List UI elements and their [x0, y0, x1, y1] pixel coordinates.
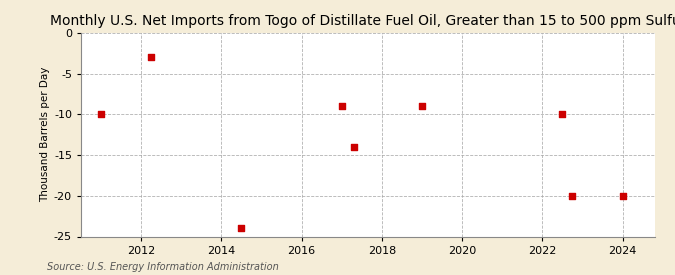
Text: Source: U.S. Energy Information Administration: Source: U.S. Energy Information Administ… [47, 262, 279, 272]
Point [617, 194, 628, 198]
Point [567, 194, 578, 198]
Point [96, 112, 107, 117]
Point [336, 104, 347, 108]
Title: Monthly U.S. Net Imports from Togo of Distillate Fuel Oil, Greater than 15 to 50: Monthly U.S. Net Imports from Togo of Di… [50, 14, 675, 28]
Y-axis label: Thousand Barrels per Day: Thousand Barrels per Day [40, 67, 50, 202]
Point [348, 145, 359, 149]
Point [416, 104, 427, 108]
Point [236, 226, 247, 230]
Point [557, 112, 568, 117]
Point [146, 55, 157, 60]
